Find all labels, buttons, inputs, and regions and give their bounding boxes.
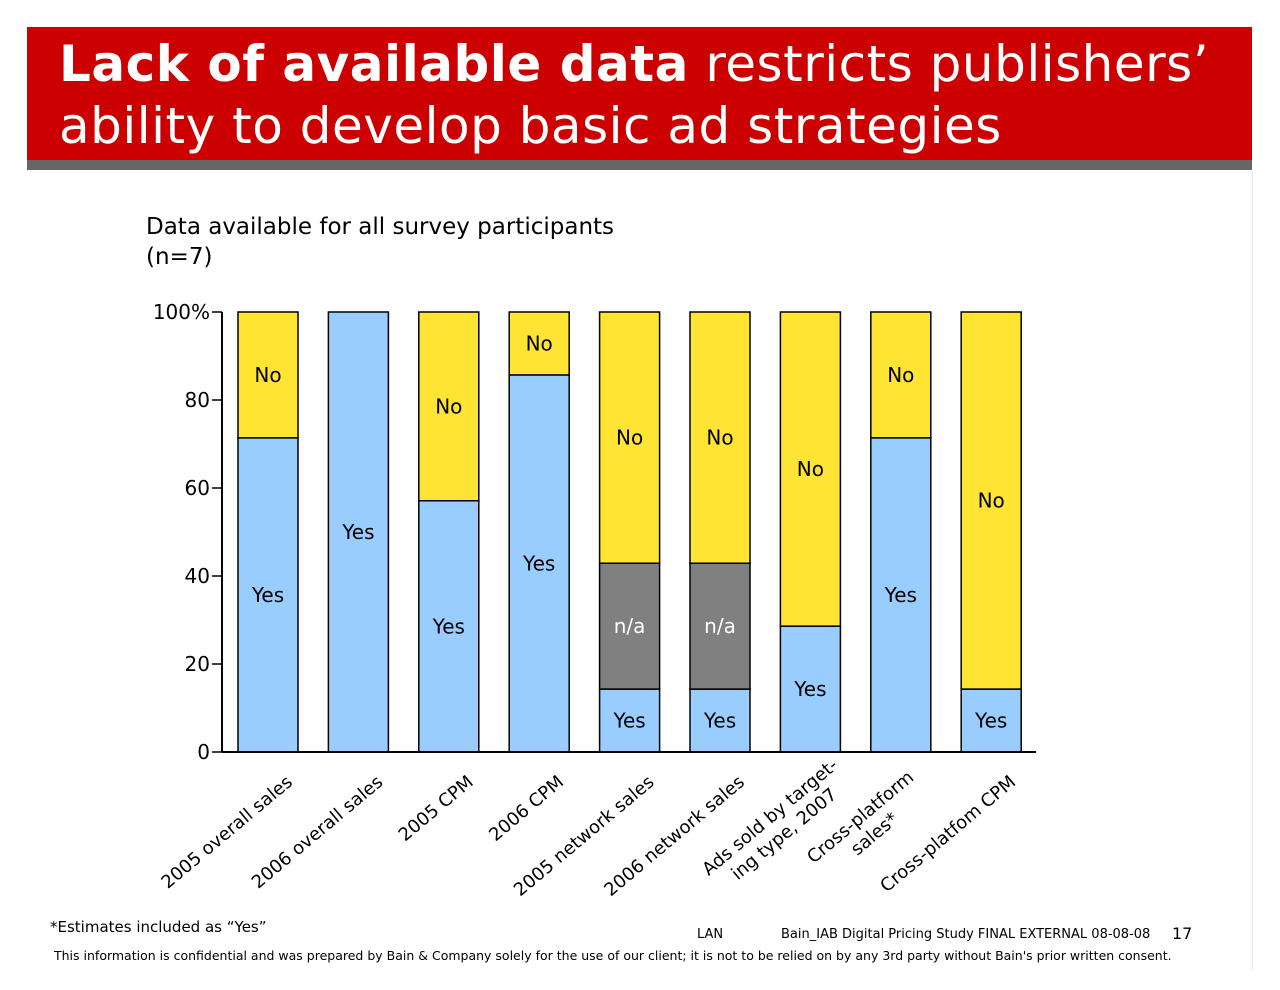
bar-segment-label: No bbox=[887, 363, 914, 387]
bar-segment-label: No bbox=[706, 426, 733, 450]
bar-segment-label: No bbox=[254, 363, 281, 387]
bar-segment-label: No bbox=[435, 394, 462, 418]
bar-segment bbox=[327, 311, 390, 753]
page-title-rest: restricts publishers’ bbox=[688, 35, 1210, 93]
bar-segment-label: Yes bbox=[251, 583, 284, 607]
x-category-label: 2005 CPM bbox=[395, 772, 478, 846]
bar-segment-label: Yes bbox=[432, 614, 465, 638]
y-tick-label: 20 bbox=[185, 652, 210, 676]
bar-segment-label: Yes bbox=[884, 583, 917, 607]
x-category-label-line: 2005 CPM bbox=[395, 772, 478, 846]
bar-segment bbox=[508, 311, 570, 376]
chart-subtitle-line1: Data available for all survey participan… bbox=[146, 214, 615, 240]
page-title-bold: Lack of available data bbox=[59, 35, 689, 93]
y-tick-label: 40 bbox=[185, 564, 210, 588]
page-number: 17 bbox=[1172, 924, 1193, 943]
bar-segment bbox=[870, 311, 932, 439]
bar-segment bbox=[870, 437, 932, 753]
bar-segment bbox=[237, 311, 299, 439]
bar-segment bbox=[598, 311, 661, 564]
x-category-label: 2006 CPM bbox=[485, 772, 568, 846]
page-title-line2: ability to develop basic ad strategies bbox=[59, 97, 1002, 155]
footnote: *Estimates included as “Yes” bbox=[50, 918, 267, 936]
bar-segment-label: n/a bbox=[614, 614, 646, 638]
bar-segment-label: Yes bbox=[341, 520, 374, 544]
x-category-label: Ads sold by target-ing type, 2007 bbox=[698, 755, 856, 897]
x-category-label-line: 2006 CPM bbox=[485, 772, 568, 846]
bar-segment-label: Yes bbox=[703, 709, 736, 733]
bar-segment-label: n/a bbox=[704, 614, 736, 638]
bar-segment-label: No bbox=[526, 331, 553, 355]
footer-document-name: Bain_IAB Digital Pricing Study FINAL EXT… bbox=[781, 927, 1151, 942]
title-underline-bar bbox=[27, 160, 1252, 170]
bar-segment bbox=[779, 625, 842, 753]
bar-segment bbox=[960, 688, 1022, 753]
title-banner: Lack of available data restricts publish… bbox=[27, 27, 1252, 160]
bar-segment bbox=[418, 311, 480, 502]
page-title: Lack of available data restricts publish… bbox=[59, 33, 1209, 157]
bar-segment-label: No bbox=[978, 489, 1005, 513]
footer-lan: LAN bbox=[697, 927, 724, 942]
confidentiality-disclaimer: This information is confidential and was… bbox=[54, 948, 1172, 963]
y-tick-label: 60 bbox=[185, 476, 210, 500]
right-border-line bbox=[1252, 170, 1253, 970]
y-tick-label: 100% bbox=[153, 300, 210, 324]
bar-segment bbox=[508, 374, 570, 753]
bar-segment bbox=[779, 311, 842, 627]
y-tick-label: 80 bbox=[185, 388, 210, 412]
bar-segment bbox=[598, 688, 661, 753]
bar-segment bbox=[689, 311, 751, 564]
bar-segment-label: Yes bbox=[974, 709, 1007, 733]
bar-segment-label: Yes bbox=[522, 551, 555, 575]
bar-segment-label: No bbox=[616, 426, 643, 450]
bar-segment bbox=[960, 311, 1022, 690]
chart-subtitle-line2: (n=7) bbox=[146, 244, 213, 270]
bar-segment-label: Yes bbox=[612, 709, 645, 733]
bar-segment bbox=[418, 500, 480, 753]
chart-subtitle: Data available for all survey participan… bbox=[146, 212, 614, 272]
bar-segment bbox=[237, 437, 299, 753]
bar-segment bbox=[689, 562, 751, 690]
bar-segment-label: No bbox=[797, 457, 824, 481]
bar-segment bbox=[689, 688, 751, 753]
bar-segment-label: Yes bbox=[793, 677, 826, 701]
y-tick-label: 0 bbox=[197, 740, 210, 764]
